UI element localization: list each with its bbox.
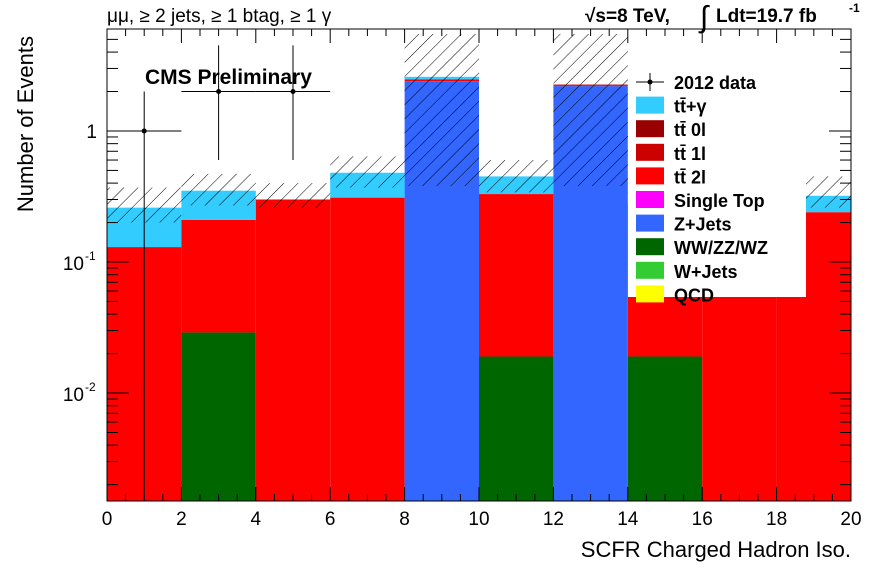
legend-single-top-swatch xyxy=(636,191,664,208)
legend-z-jets-label: Z+Jets xyxy=(674,215,732,235)
selection-label: μμ, ≥ 2 jets, ≥ 1 btag, ≥ 1 γ xyxy=(107,6,332,27)
y-tick-label-base: 10 xyxy=(63,254,84,275)
x-tick-label: 0 xyxy=(102,509,113,530)
uncertainty-bin-4 xyxy=(404,33,479,187)
x-tick-label: 2 xyxy=(176,509,187,530)
bar-ww-zz-wz-bin-7 xyxy=(627,356,703,501)
bar-tt-2l-bin-3 xyxy=(330,197,405,501)
legend-tt-1l-label: tt̄ 1l xyxy=(674,144,706,164)
y-tick-label: 1 xyxy=(86,122,97,143)
legend-tt-0l-swatch xyxy=(636,120,664,138)
x-tick-label: 14 xyxy=(617,509,639,530)
uncertainty-bin-6 xyxy=(553,33,628,187)
bar-ww-zz-wz-bin-5 xyxy=(479,356,554,501)
legend-w-jets-swatch xyxy=(636,261,664,279)
legend-qcd-swatch xyxy=(636,285,664,303)
bar-tt-2l-bin-1 xyxy=(181,219,256,333)
x-tick-label: 10 xyxy=(468,509,489,530)
legend-tt-0l-label: tt̄ 0l xyxy=(674,120,706,140)
integral-sign: ∫ xyxy=(698,1,710,34)
data-point-2 xyxy=(290,89,296,95)
lumi-exponent: -1 xyxy=(849,1,860,15)
legend-tt-1l-swatch xyxy=(636,143,664,161)
cms-preliminary-label: CMS Preliminary xyxy=(145,66,312,89)
uncertainty-bin-5 xyxy=(479,160,554,193)
x-axis-title: SCFR Charged Hadron Iso. xyxy=(581,537,851,562)
bar-tt-2l-bin-5 xyxy=(479,194,554,357)
y-tick-label-exponent: -1 xyxy=(85,249,96,263)
x-tick-label: 20 xyxy=(840,509,861,530)
x-axis-ticks: 0 2 4 6 8 10 12 14 16 18 20 xyxy=(102,29,862,530)
x-tick-label: 4 xyxy=(251,509,262,530)
legend-2012-data-label: 2012 data xyxy=(674,73,757,93)
legend-tt-2l-swatch xyxy=(636,167,664,185)
legend-2012-data-marker xyxy=(647,79,653,85)
legend-tt-swatch xyxy=(636,96,664,114)
legend-ww-zz-wz-swatch xyxy=(636,238,664,256)
y-axis-title: Number of Events xyxy=(13,36,38,212)
uncertainty-bin-2 xyxy=(255,183,331,208)
uncertainty-bin-3 xyxy=(330,156,405,188)
legend-z-jets-swatch xyxy=(636,214,664,232)
x-tick-label: 18 xyxy=(766,509,787,530)
x-tick-label: 12 xyxy=(543,509,564,530)
bar-tt-2l-bin-2 xyxy=(255,199,331,501)
legend-ww-zz-wz-label: WW/ZZ/WZ xyxy=(674,238,768,258)
data-point-0 xyxy=(141,128,147,134)
data-points xyxy=(107,45,331,501)
uncertainty-bin-1 xyxy=(181,173,256,206)
y-axis-ticks: 110-110-2 xyxy=(63,28,851,486)
x-tick-label: 8 xyxy=(399,509,410,530)
legend-qcd-label: QCD xyxy=(674,285,714,305)
bar-ww-zz-wz-bin-1 xyxy=(181,332,256,501)
data-point-1 xyxy=(216,89,222,95)
x-tick-label: 16 xyxy=(692,509,713,530)
legend-tt-label: tt̄+γ xyxy=(674,97,707,117)
legend: 2012 data tt̄+γ tt̄ 0l tt̄ 1l tt̄ 2l Single T… xyxy=(636,73,768,305)
legend-tt-2l-label: tt̄ 2l xyxy=(674,167,706,187)
energy-label: √s=8 TeV, xyxy=(585,6,670,27)
legend-w-jets-label: W+Jets xyxy=(674,262,738,282)
legend-single-top-label: Single Top xyxy=(674,191,765,211)
y-tick-label-base: 10 xyxy=(63,385,84,406)
x-tick-label: 6 xyxy=(325,509,336,530)
y-tick-label-exponent: -2 xyxy=(85,380,96,394)
lumi-label: Ldt=19.7 fb xyxy=(716,6,817,27)
